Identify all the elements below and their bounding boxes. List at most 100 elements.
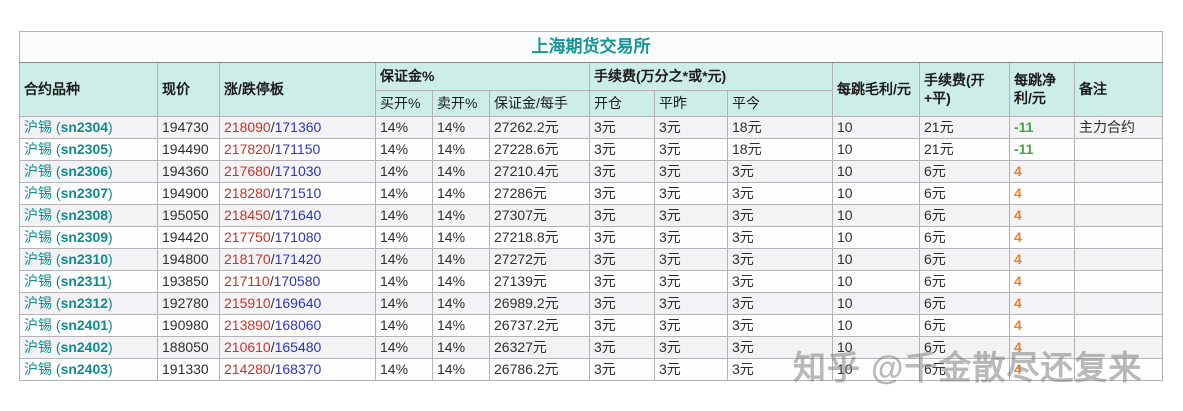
limit-separator: / xyxy=(270,140,275,157)
net-per-tick-cell: 4 xyxy=(1009,204,1075,227)
table-row: 沪锡 (sn2304) 194730 218090/171360 14% 14%… xyxy=(19,116,1164,139)
limits-cell: 218280/171510 xyxy=(219,182,376,205)
fee-open-close-cell: 21元 xyxy=(919,138,1010,161)
close-today-cell: 3元 xyxy=(727,336,833,359)
open-fee-cell: 3元 xyxy=(589,270,655,293)
limit-separator: / xyxy=(270,184,275,201)
col-header-buy-open: 买开% xyxy=(375,90,433,117)
close-yesterday-cell: 3元 xyxy=(654,248,728,271)
margin-per-lot-cell: 26786.2元 xyxy=(489,358,590,381)
buy-open-cell: 14% xyxy=(375,116,433,139)
margin-per-lot-cell: 27262.2元 xyxy=(489,116,590,139)
limit-separator: / xyxy=(270,206,275,223)
contract-name: 沪锡 ( xyxy=(24,360,61,377)
limit-up-value: 217750 xyxy=(224,228,271,245)
contract-code: sn2312 xyxy=(60,294,109,311)
gross-per-tick-cell: 10 xyxy=(832,116,920,139)
table-body: 沪锡 (sn2304) 194730 218090/171360 14% 14%… xyxy=(19,116,1164,381)
limit-up-value: 218090 xyxy=(224,118,271,135)
close-today-cell: 3元 xyxy=(727,204,833,227)
limits-cell: 214280/168370 xyxy=(219,358,376,381)
remark-cell: 主力合约 xyxy=(1073,116,1164,139)
col-header-limits: 涨/跌停板 xyxy=(219,62,376,117)
sell-open-cell: 14% xyxy=(432,248,490,271)
contract-cell: 沪锡 (sn2312) xyxy=(19,292,158,315)
limit-separator: / xyxy=(270,294,275,311)
remark-cell xyxy=(1073,226,1164,249)
contract-code: sn2304 xyxy=(60,118,109,135)
sell-open-cell: 14% xyxy=(432,182,490,205)
limit-up-value: 218450 xyxy=(224,206,271,223)
buy-open-cell: 14% xyxy=(375,336,433,359)
contract-name: 沪锡 ( xyxy=(24,162,61,179)
margin-per-lot-cell: 27139元 xyxy=(489,270,590,293)
contract-name: 沪锡 ( xyxy=(24,184,61,201)
limit-down-value: 171150 xyxy=(274,140,321,157)
contract-code: sn2311 xyxy=(60,272,108,289)
contract-name-close: ) xyxy=(108,228,113,245)
close-yesterday-cell: 3元 xyxy=(654,314,728,337)
close-yesterday-cell: 3元 xyxy=(654,138,728,161)
margin-per-lot-cell: 27210.4元 xyxy=(489,160,590,183)
open-fee-cell: 3元 xyxy=(589,138,655,161)
fee-open-close-cell: 6元 xyxy=(919,336,1010,359)
margin-per-lot-cell: 27228.6元 xyxy=(489,138,590,161)
limit-down-value: 165480 xyxy=(274,338,322,355)
contract-code: sn2308 xyxy=(60,206,109,223)
contract-name: 沪锡 ( xyxy=(24,228,61,245)
contract-code: sn2306 xyxy=(60,162,109,179)
price-cell: 194900 xyxy=(157,182,220,205)
contract-name-close: ) xyxy=(108,360,113,377)
contract-name-close: ) xyxy=(108,118,113,135)
sell-open-cell: 14% xyxy=(432,358,490,381)
limit-down-value: 170580 xyxy=(273,272,321,289)
table-row: 沪锡 (sn2308) 195050 218450/171640 14% 14%… xyxy=(19,204,1164,227)
open-fee-cell: 3元 xyxy=(589,248,655,271)
net-per-tick-cell: 4 xyxy=(1009,182,1075,205)
table-row: 沪锡 (sn2307) 194900 218280/171510 14% 14%… xyxy=(19,182,1164,205)
limits-cell: 210610/165480 xyxy=(219,336,376,359)
contract-code: sn2307 xyxy=(60,184,109,201)
open-fee-cell: 3元 xyxy=(589,116,655,139)
futures-fee-table: 上海期货交易所 合约品种 现价 涨/跌停板 保证金% 手续费(万分之*或*元) … xyxy=(18,31,1164,381)
fee-open-close-cell: 6元 xyxy=(919,292,1010,315)
contract-name-close: ) xyxy=(108,184,113,201)
fee-open-close-cell: 6元 xyxy=(919,270,1010,293)
limit-up-value: 217110 xyxy=(224,272,270,289)
contract-name-close: ) xyxy=(108,316,113,333)
fee-open-close-cell: 6元 xyxy=(919,248,1010,271)
limits-cell: 218170/171420 xyxy=(219,248,376,271)
close-yesterday-cell: 3元 xyxy=(654,292,728,315)
net-per-tick-cell: 4 xyxy=(1009,160,1075,183)
table-row: 沪锡 (sn2401) 190980 213890/168060 14% 14%… xyxy=(19,314,1164,337)
contract-cell: 沪锡 (sn2402) xyxy=(19,336,158,359)
gross-per-tick-cell: 10 xyxy=(832,292,920,315)
col-header-close-yesterday: 平昨 xyxy=(654,90,728,117)
limit-up-value: 218280 xyxy=(224,184,271,201)
limit-down-value: 168370 xyxy=(274,360,322,377)
contract-cell: 沪锡 (sn2401) xyxy=(19,314,158,337)
buy-open-cell: 14% xyxy=(375,248,433,271)
limits-cell: 218090/171360 xyxy=(219,116,376,139)
net-per-tick-cell: 4 xyxy=(1009,358,1075,381)
buy-open-cell: 14% xyxy=(375,292,433,315)
contract-name-close: ) xyxy=(108,250,113,267)
margin-per-lot-cell: 27307元 xyxy=(489,204,590,227)
price-cell: 193850 xyxy=(157,270,220,293)
limits-cell: 217110/170580 xyxy=(219,270,376,293)
table-row: 沪锡 (sn2311) 193850 217110/170580 14% 14%… xyxy=(19,270,1164,293)
gross-per-tick-cell: 10 xyxy=(832,358,920,381)
contract-name: 沪锡 ( xyxy=(24,294,61,311)
fee-open-close-cell: 6元 xyxy=(919,226,1010,249)
remark-cell xyxy=(1073,336,1164,359)
close-today-cell: 3元 xyxy=(727,292,833,315)
margin-per-lot-cell: 26737.2元 xyxy=(489,314,590,337)
close-yesterday-cell: 3元 xyxy=(654,116,728,139)
col-header-remark: 备注 xyxy=(1073,62,1164,117)
gross-per-tick-cell: 10 xyxy=(832,248,920,271)
contract-cell: 沪锡 (sn2304) xyxy=(19,116,158,139)
close-yesterday-cell: 3元 xyxy=(654,226,728,249)
remark-cell xyxy=(1073,292,1164,315)
remark-cell xyxy=(1073,204,1164,227)
price-cell: 194420 xyxy=(157,226,220,249)
